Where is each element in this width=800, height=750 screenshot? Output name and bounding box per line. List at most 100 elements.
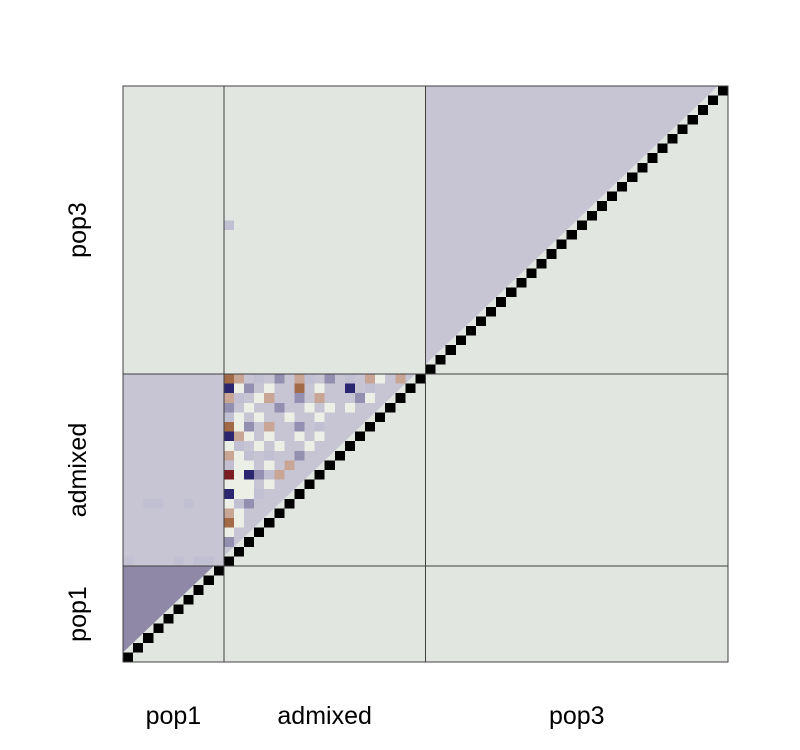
heatmap-cell bbox=[264, 422, 275, 432]
diagonal-cell bbox=[607, 191, 618, 202]
heatmap-cell bbox=[233, 450, 244, 461]
heatmap-cell bbox=[233, 479, 244, 490]
heatmap-cell bbox=[244, 402, 255, 413]
heatmap-cell bbox=[264, 479, 275, 490]
heatmap-cell bbox=[223, 527, 234, 538]
heatmap-cell bbox=[223, 393, 234, 403]
heatmap-cell bbox=[233, 412, 244, 422]
diagonal-cell bbox=[304, 479, 315, 490]
heatmap-cell bbox=[244, 422, 255, 432]
heatmap-cell bbox=[233, 374, 244, 384]
heatmap-cell bbox=[244, 460, 255, 470]
heatmap-cell bbox=[223, 374, 234, 384]
heatmap-cell bbox=[223, 412, 234, 422]
diagonal-cell bbox=[274, 508, 285, 518]
heatmap-cell bbox=[314, 431, 325, 442]
heatmap-cell bbox=[233, 422, 244, 432]
heatmap-cell bbox=[254, 470, 265, 480]
heatmap-cell bbox=[294, 393, 305, 403]
heatmap-cell bbox=[294, 431, 305, 442]
heatmap-cell bbox=[193, 556, 204, 566]
heatmap-cell bbox=[254, 374, 265, 384]
diagonal-cell bbox=[415, 374, 426, 384]
heatmap-cell bbox=[203, 556, 214, 566]
diagonal-cell bbox=[546, 249, 557, 259]
heatmap-cell bbox=[254, 441, 265, 451]
diagonal-cell bbox=[576, 220, 587, 230]
heatmap-cell bbox=[264, 470, 275, 480]
heatmap-cell bbox=[314, 412, 325, 422]
heatmap-cell bbox=[223, 450, 234, 461]
heatmap-cell bbox=[244, 498, 255, 509]
y-tick-label: pop3 bbox=[64, 202, 92, 258]
heatmap-cell bbox=[264, 431, 275, 442]
diagonal-cell bbox=[294, 489, 305, 499]
heatmap-cell bbox=[233, 383, 244, 394]
x-tick-label: pop1 bbox=[146, 702, 202, 730]
heatmap-cell bbox=[244, 431, 255, 442]
heatmap-cell bbox=[294, 383, 305, 394]
y-tick-label: admixed bbox=[64, 423, 92, 518]
heatmap-cell bbox=[233, 498, 244, 509]
heatmap-cell bbox=[153, 498, 164, 509]
diagonal-cell bbox=[536, 258, 547, 269]
triangle-pop3 bbox=[425, 86, 718, 365]
heatmap-cell bbox=[344, 383, 355, 394]
triangle-pop1 bbox=[123, 566, 214, 653]
diagonal-cell bbox=[395, 393, 406, 403]
heatmap-cell bbox=[395, 374, 406, 384]
heatmap-cell bbox=[284, 460, 295, 470]
heatmap-cell bbox=[223, 220, 234, 230]
heatmap-cell bbox=[304, 441, 315, 451]
heatmap-cell bbox=[223, 508, 234, 518]
heatmap-cell bbox=[223, 489, 234, 499]
diagonal-cell bbox=[183, 594, 194, 605]
diagonal-cell bbox=[496, 297, 507, 307]
diagonal-cell bbox=[617, 182, 628, 192]
heatmap-cell bbox=[223, 498, 234, 509]
diagonal-cell bbox=[223, 556, 234, 566]
heatmap-cell bbox=[354, 393, 365, 403]
x-tick-label: pop3 bbox=[549, 702, 605, 730]
heatmap-cell bbox=[365, 383, 376, 394]
diagonal-cell bbox=[657, 143, 668, 154]
heatmap-cell bbox=[233, 460, 244, 470]
heatmap-cell bbox=[233, 441, 244, 451]
diagonal-cell bbox=[596, 201, 607, 211]
heatmap-cell bbox=[274, 402, 285, 413]
heatmap-cell bbox=[223, 537, 234, 547]
heatmap-cell bbox=[365, 374, 376, 384]
triangle-admixed bbox=[223, 374, 416, 557]
heatmap-cell bbox=[223, 422, 234, 432]
diagonal-cell bbox=[566, 230, 577, 240]
heatmap-cell bbox=[324, 374, 335, 384]
diagonal-cell bbox=[375, 412, 386, 422]
heatmap-cell bbox=[233, 489, 244, 499]
diagonal-cell bbox=[425, 364, 436, 374]
heatmap-cell bbox=[314, 393, 325, 403]
diagonal-cell bbox=[677, 124, 688, 134]
heatmap-cell bbox=[223, 470, 234, 480]
heatmap-cell bbox=[264, 450, 275, 461]
diagonal-cell bbox=[385, 402, 396, 413]
diagonal-cell bbox=[264, 518, 275, 528]
diagonal-cell bbox=[506, 287, 517, 298]
diagonal-cell bbox=[697, 105, 708, 115]
heatmap-cell bbox=[233, 470, 244, 480]
heatmap-cell bbox=[294, 450, 305, 461]
diagonal-cell bbox=[193, 585, 204, 595]
diagonal-cell bbox=[455, 335, 466, 346]
diagonal-cell bbox=[365, 422, 376, 432]
heatmap-cell bbox=[365, 393, 376, 403]
heatmap-cell bbox=[233, 518, 244, 528]
diagonal-cell bbox=[465, 326, 476, 336]
x-axis-labels: pop1 admixed pop3 bbox=[146, 702, 605, 730]
diagonal-cell bbox=[334, 450, 345, 461]
heatmap-cell bbox=[233, 393, 244, 403]
heatmap-cell bbox=[223, 441, 234, 451]
diagonal-cell bbox=[203, 575, 214, 586]
heatmap-cell bbox=[223, 402, 234, 413]
heatmap-cell bbox=[244, 489, 255, 499]
diagonal-cell bbox=[324, 460, 335, 470]
